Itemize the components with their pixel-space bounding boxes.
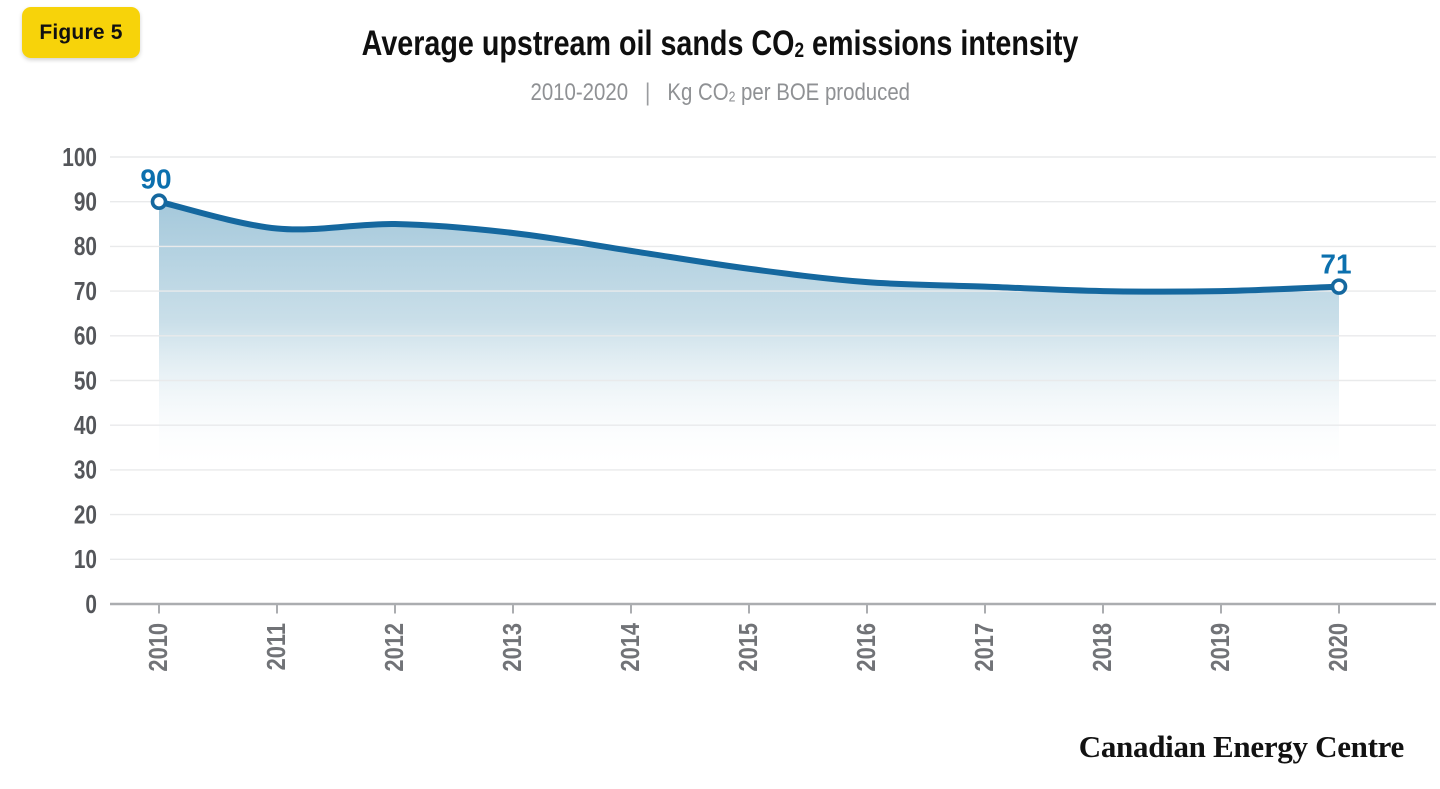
y-axis-label: 0 [85, 590, 97, 619]
figure-badge: Figure 5 [22, 7, 140, 58]
y-axis-label: 30 [74, 456, 97, 485]
point-label: 71 [1320, 249, 1351, 280]
figure-badge-label: Figure 5 [39, 20, 123, 44]
x-axis-label: 2018 [1088, 623, 1117, 672]
subtitle-period: 2010-2020 [530, 79, 628, 106]
x-axis-label: 2012 [380, 623, 409, 672]
y-axis-label: 80 [74, 232, 97, 261]
subtitle-units-suffix: per BOE produced [735, 79, 910, 106]
chart-title-text: Average upstream oil sands CO [361, 24, 795, 63]
x-axis-label: 2011 [262, 623, 291, 670]
x-axis-label: 2016 [852, 623, 881, 672]
y-axis-label: 40 [74, 411, 97, 440]
y-axis-label: 100 [62, 143, 97, 172]
x-axis-label: 2013 [498, 623, 527, 672]
chart-title-subscript: 2 [794, 39, 805, 63]
y-axis-label: 70 [74, 277, 97, 306]
chart-subtitle: 2010-2020 | Kg CO2 per BOE produced [0, 78, 1440, 107]
chart-title-text-suffix: emissions intensity [804, 24, 1079, 63]
trend-line [156, 198, 1342, 295]
brand-logo: Canadian Energy Centre [1078, 729, 1405, 764]
y-axis-label: 90 [74, 187, 97, 216]
subtitle-separator: | [644, 78, 651, 107]
y-axis-label: 10 [74, 545, 97, 574]
subtitle-units: Kg CO [667, 79, 729, 106]
x-axis-label: 2015 [734, 623, 763, 672]
y-axis-label: 50 [74, 366, 97, 395]
x-axis-label: 2020 [1324, 623, 1353, 672]
y-axis-label: 60 [74, 321, 97, 350]
y-axis-label: 20 [74, 500, 97, 529]
chart-title: Average upstream oil sands CO2 emissions… [0, 24, 1440, 64]
point-label: 90 [140, 164, 171, 195]
data-point-marker [1330, 278, 1348, 295]
x-axis-label: 2014 [616, 622, 645, 671]
x-axis-label: 2017 [970, 623, 999, 672]
data-point-marker [150, 193, 168, 210]
x-axis-label: 2010 [144, 623, 173, 672]
subtitle-units-subscript: 2 [728, 89, 736, 106]
x-axis-label: 2019 [1206, 623, 1235, 672]
area-fill [159, 201, 1339, 604]
